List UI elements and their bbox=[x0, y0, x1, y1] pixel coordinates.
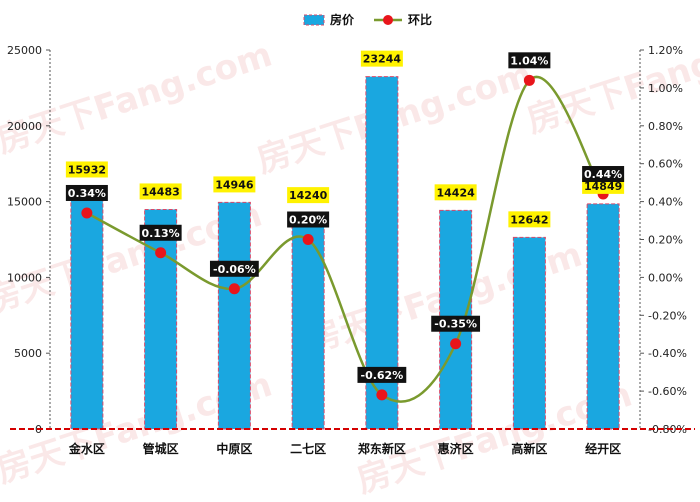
pct-value-label: -0.35% bbox=[434, 318, 477, 331]
bar-value-label: 23244 bbox=[363, 53, 402, 66]
bar-value-label-bg bbox=[139, 183, 182, 200]
pct-value-label: 0.44% bbox=[584, 168, 622, 181]
bar-value-label-bg bbox=[213, 176, 256, 193]
bar-value-label-bg bbox=[360, 50, 403, 67]
bar-value-label-bg bbox=[434, 184, 477, 201]
pct-value-label-bg bbox=[209, 260, 259, 277]
right-tick-label: 0.20% bbox=[648, 234, 683, 247]
right-tick-label: 1.00% bbox=[648, 82, 683, 95]
right-tick-label: 1.20% bbox=[648, 44, 683, 57]
right-tick-label: -0.20% bbox=[648, 309, 687, 322]
legend-bar-label: 房价 bbox=[330, 12, 355, 27]
category-label: 中原区 bbox=[216, 441, 252, 456]
right-tick-label: -0.60% bbox=[648, 385, 687, 398]
line-point bbox=[81, 207, 93, 219]
legend-line-label: 环比 bbox=[408, 12, 432, 27]
category-label: 郑东新区 bbox=[358, 441, 406, 456]
pct-value-label: -0.62% bbox=[361, 369, 404, 382]
bar-value-label-bg bbox=[508, 211, 551, 228]
bar-value-label: 14849 bbox=[584, 180, 622, 193]
pct-value-label-bg bbox=[357, 366, 407, 383]
bar bbox=[586, 203, 620, 430]
pct-value-label: 0.13% bbox=[142, 227, 180, 240]
bar bbox=[144, 208, 178, 430]
left-tick-label: 10000 bbox=[7, 271, 42, 284]
pct-value-label-bg bbox=[139, 224, 182, 241]
line-point bbox=[302, 234, 314, 245]
legend-point-icon bbox=[383, 15, 393, 25]
pct-value-label: 0.20% bbox=[289, 214, 327, 227]
category-label: 二七区 bbox=[290, 442, 326, 456]
right-tick-label: 0.80% bbox=[648, 120, 683, 133]
category-label: 金水区 bbox=[68, 441, 105, 456]
line-point bbox=[523, 74, 535, 86]
line-point bbox=[376, 389, 388, 401]
bar-value-label-bg bbox=[65, 161, 108, 178]
bar-value-label: 14240 bbox=[289, 189, 328, 202]
bar-value-label: 14424 bbox=[436, 186, 475, 199]
pct-value-label: -0.06% bbox=[213, 263, 256, 276]
left-tick-label: 15000 bbox=[7, 196, 42, 209]
bar bbox=[70, 186, 104, 430]
left-tick-label: 5000 bbox=[14, 347, 42, 360]
bar bbox=[291, 212, 325, 430]
bar bbox=[217, 201, 251, 430]
right-tick-label: 0.40% bbox=[648, 196, 683, 209]
bar-value-label: 12642 bbox=[510, 213, 548, 226]
bar bbox=[512, 236, 546, 430]
pct-value-label-bg bbox=[508, 52, 551, 69]
category-label: 管城区 bbox=[143, 441, 179, 456]
line-point bbox=[450, 338, 462, 350]
pct-value-label-bg bbox=[431, 315, 481, 332]
bar-value-label: 14483 bbox=[141, 185, 179, 198]
right-tick-label: 0.00% bbox=[648, 271, 683, 284]
line-point bbox=[155, 247, 167, 259]
pct-value-label: 0.34% bbox=[68, 187, 106, 200]
pct-value-label-bg bbox=[582, 166, 625, 183]
category-label: 高新区 bbox=[511, 441, 547, 456]
right-tick-label: -0.40% bbox=[648, 347, 687, 360]
left-tick-label: 20000 bbox=[7, 120, 42, 133]
chart: 0500010000150002000025000-0.80%-0.60%-0.… bbox=[7, 12, 695, 456]
left-tick-label: 25000 bbox=[7, 44, 42, 57]
bar-value-label: 14946 bbox=[215, 178, 254, 191]
category-label: 经开区 bbox=[585, 441, 621, 456]
category-label: 惠济区 bbox=[438, 441, 474, 456]
right-tick-label: 0.60% bbox=[648, 158, 683, 171]
pct-value-label-bg bbox=[65, 184, 108, 201]
pct-value-label: 1.04% bbox=[510, 54, 548, 67]
pct-value-label-bg bbox=[287, 211, 330, 228]
legend-bar-swatch bbox=[303, 14, 325, 26]
bar-value-label-bg bbox=[287, 187, 330, 204]
bar-value-label: 15932 bbox=[68, 163, 106, 176]
line-point bbox=[228, 283, 240, 295]
